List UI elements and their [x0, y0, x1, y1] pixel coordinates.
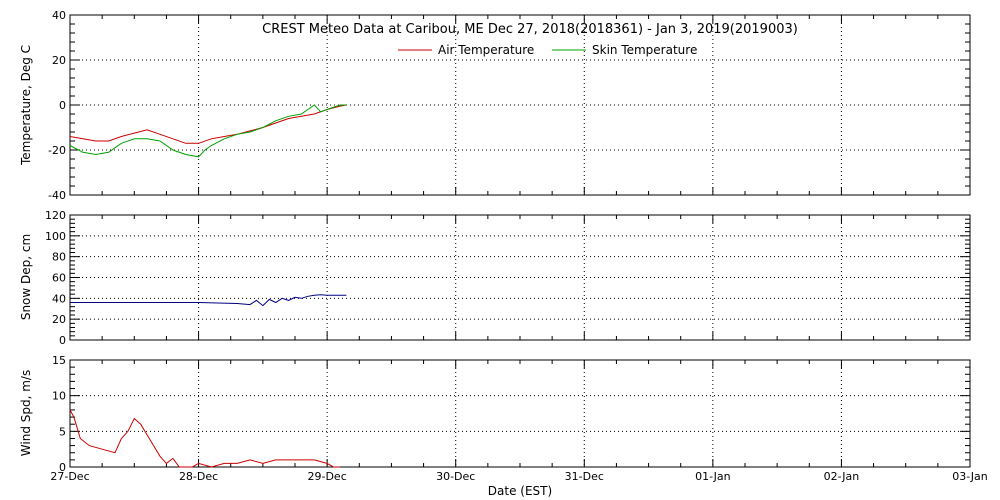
y-tick-label: -40 — [48, 189, 66, 202]
y-tick-label: 20 — [52, 54, 66, 67]
x-tick-label: 31-Dec — [565, 470, 604, 483]
plot-frame — [69, 359, 971, 468]
y-tick-label: 0 — [59, 461, 66, 474]
x-tick-label: 03-Jan — [952, 470, 988, 483]
y-tick-label: 60 — [52, 272, 66, 285]
wind-speed-axis-title: Wind Spd, m/s — [19, 370, 33, 456]
snow-depth-axis-title: Snow Dep, cm — [19, 234, 33, 320]
x-axis-title: Date (EST) — [488, 484, 552, 498]
x-tick-label: 29-Dec — [308, 470, 347, 483]
panel-3-series-0-line — [69, 409, 340, 468]
y-tick-label: -20 — [48, 144, 66, 157]
chart-title: CREST Meteo Data at Caribou, ME Dec 27, … — [262, 22, 798, 37]
temperature-axis-title: Temperature, Deg C — [19, 45, 33, 166]
panel-1-skin-temperature-line — [69, 104, 347, 158]
y-tick-label: 5 — [59, 425, 66, 438]
y-tick-label: 0 — [59, 99, 66, 112]
y-tick-label: 100 — [45, 230, 66, 243]
y-tick-label: 15 — [52, 354, 66, 367]
y-tick-label: 40 — [52, 292, 66, 305]
panel-1-air-temperature-line — [69, 104, 347, 144]
y-tick-label: 40 — [52, 9, 66, 22]
legend-label-air-temperature: Air Temperature — [438, 43, 534, 57]
y-tick-label: 80 — [52, 251, 66, 264]
x-tick-label: 30-Dec — [436, 470, 475, 483]
x-tick-label: 01-Jan — [695, 470, 731, 483]
legend-label-skin-temperature: Skin Temperature — [592, 43, 697, 57]
x-tick-label: 27-Dec — [50, 470, 89, 483]
x-tick-label: 02-Jan — [824, 470, 860, 483]
y-tick-label: 0 — [59, 334, 66, 347]
x-tick-label: 28-Dec — [179, 470, 218, 483]
panel-2-series-0-line — [70, 294, 347, 307]
y-tick-label: 20 — [52, 313, 66, 326]
y-tick-label: 10 — [52, 390, 66, 403]
y-tick-label: 120 — [45, 209, 66, 222]
